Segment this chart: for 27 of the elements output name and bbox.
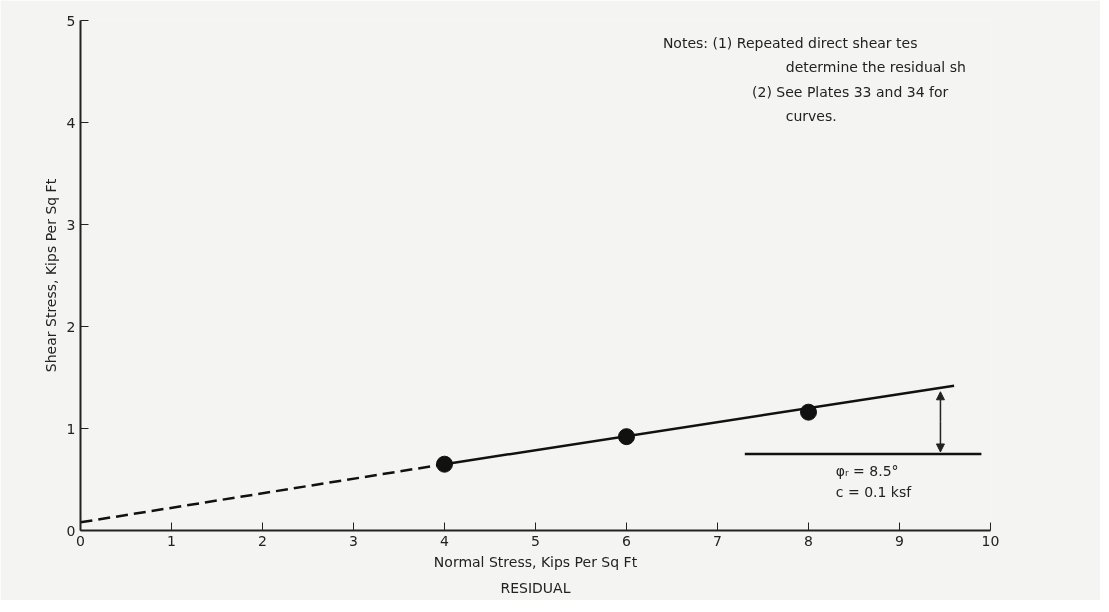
y-tick-label: 5 (66, 12, 76, 29)
y-axis-title: Shear Stress, Kips Per Sq Ft (42, 178, 59, 373)
x-tick-label: 9 (895, 532, 904, 549)
y-tick-label: 1 (66, 420, 76, 437)
y-tick-label: 2 (66, 318, 76, 335)
x-tick-label: 4 (440, 532, 450, 549)
x-tick-label: 6 (622, 532, 632, 549)
annotation: φᵣ = 8.5° (835, 463, 899, 480)
text: RESIDUAL (500, 579, 571, 596)
x-tick-label: 7 (713, 532, 722, 549)
annotation: c = 0.1 ksf (835, 483, 913, 500)
point (618, 428, 635, 446)
annotation: (2) See Plates 33 and 34 for (752, 83, 949, 100)
point (436, 455, 453, 473)
y-tick-label: 3 (66, 216, 76, 233)
x-tick-label: 1 (167, 532, 176, 549)
x-tick-label: 2 (258, 532, 267, 549)
annotation: determine the residual sh (785, 59, 966, 76)
point (800, 403, 817, 421)
x-tick-label: 3 (349, 532, 358, 549)
x-tick-label: 8 (804, 532, 813, 549)
x-tick-label: 10 (981, 532, 1000, 549)
x-tick-label: 5 (531, 532, 540, 549)
y-tick-label: 4 (66, 114, 76, 131)
x-axis-title: Normal Stress, Kips Per Sq Ft (433, 553, 638, 570)
annotation: Notes: (1) Repeated direct shear tes (662, 34, 918, 51)
annotation: curves. (785, 108, 837, 125)
